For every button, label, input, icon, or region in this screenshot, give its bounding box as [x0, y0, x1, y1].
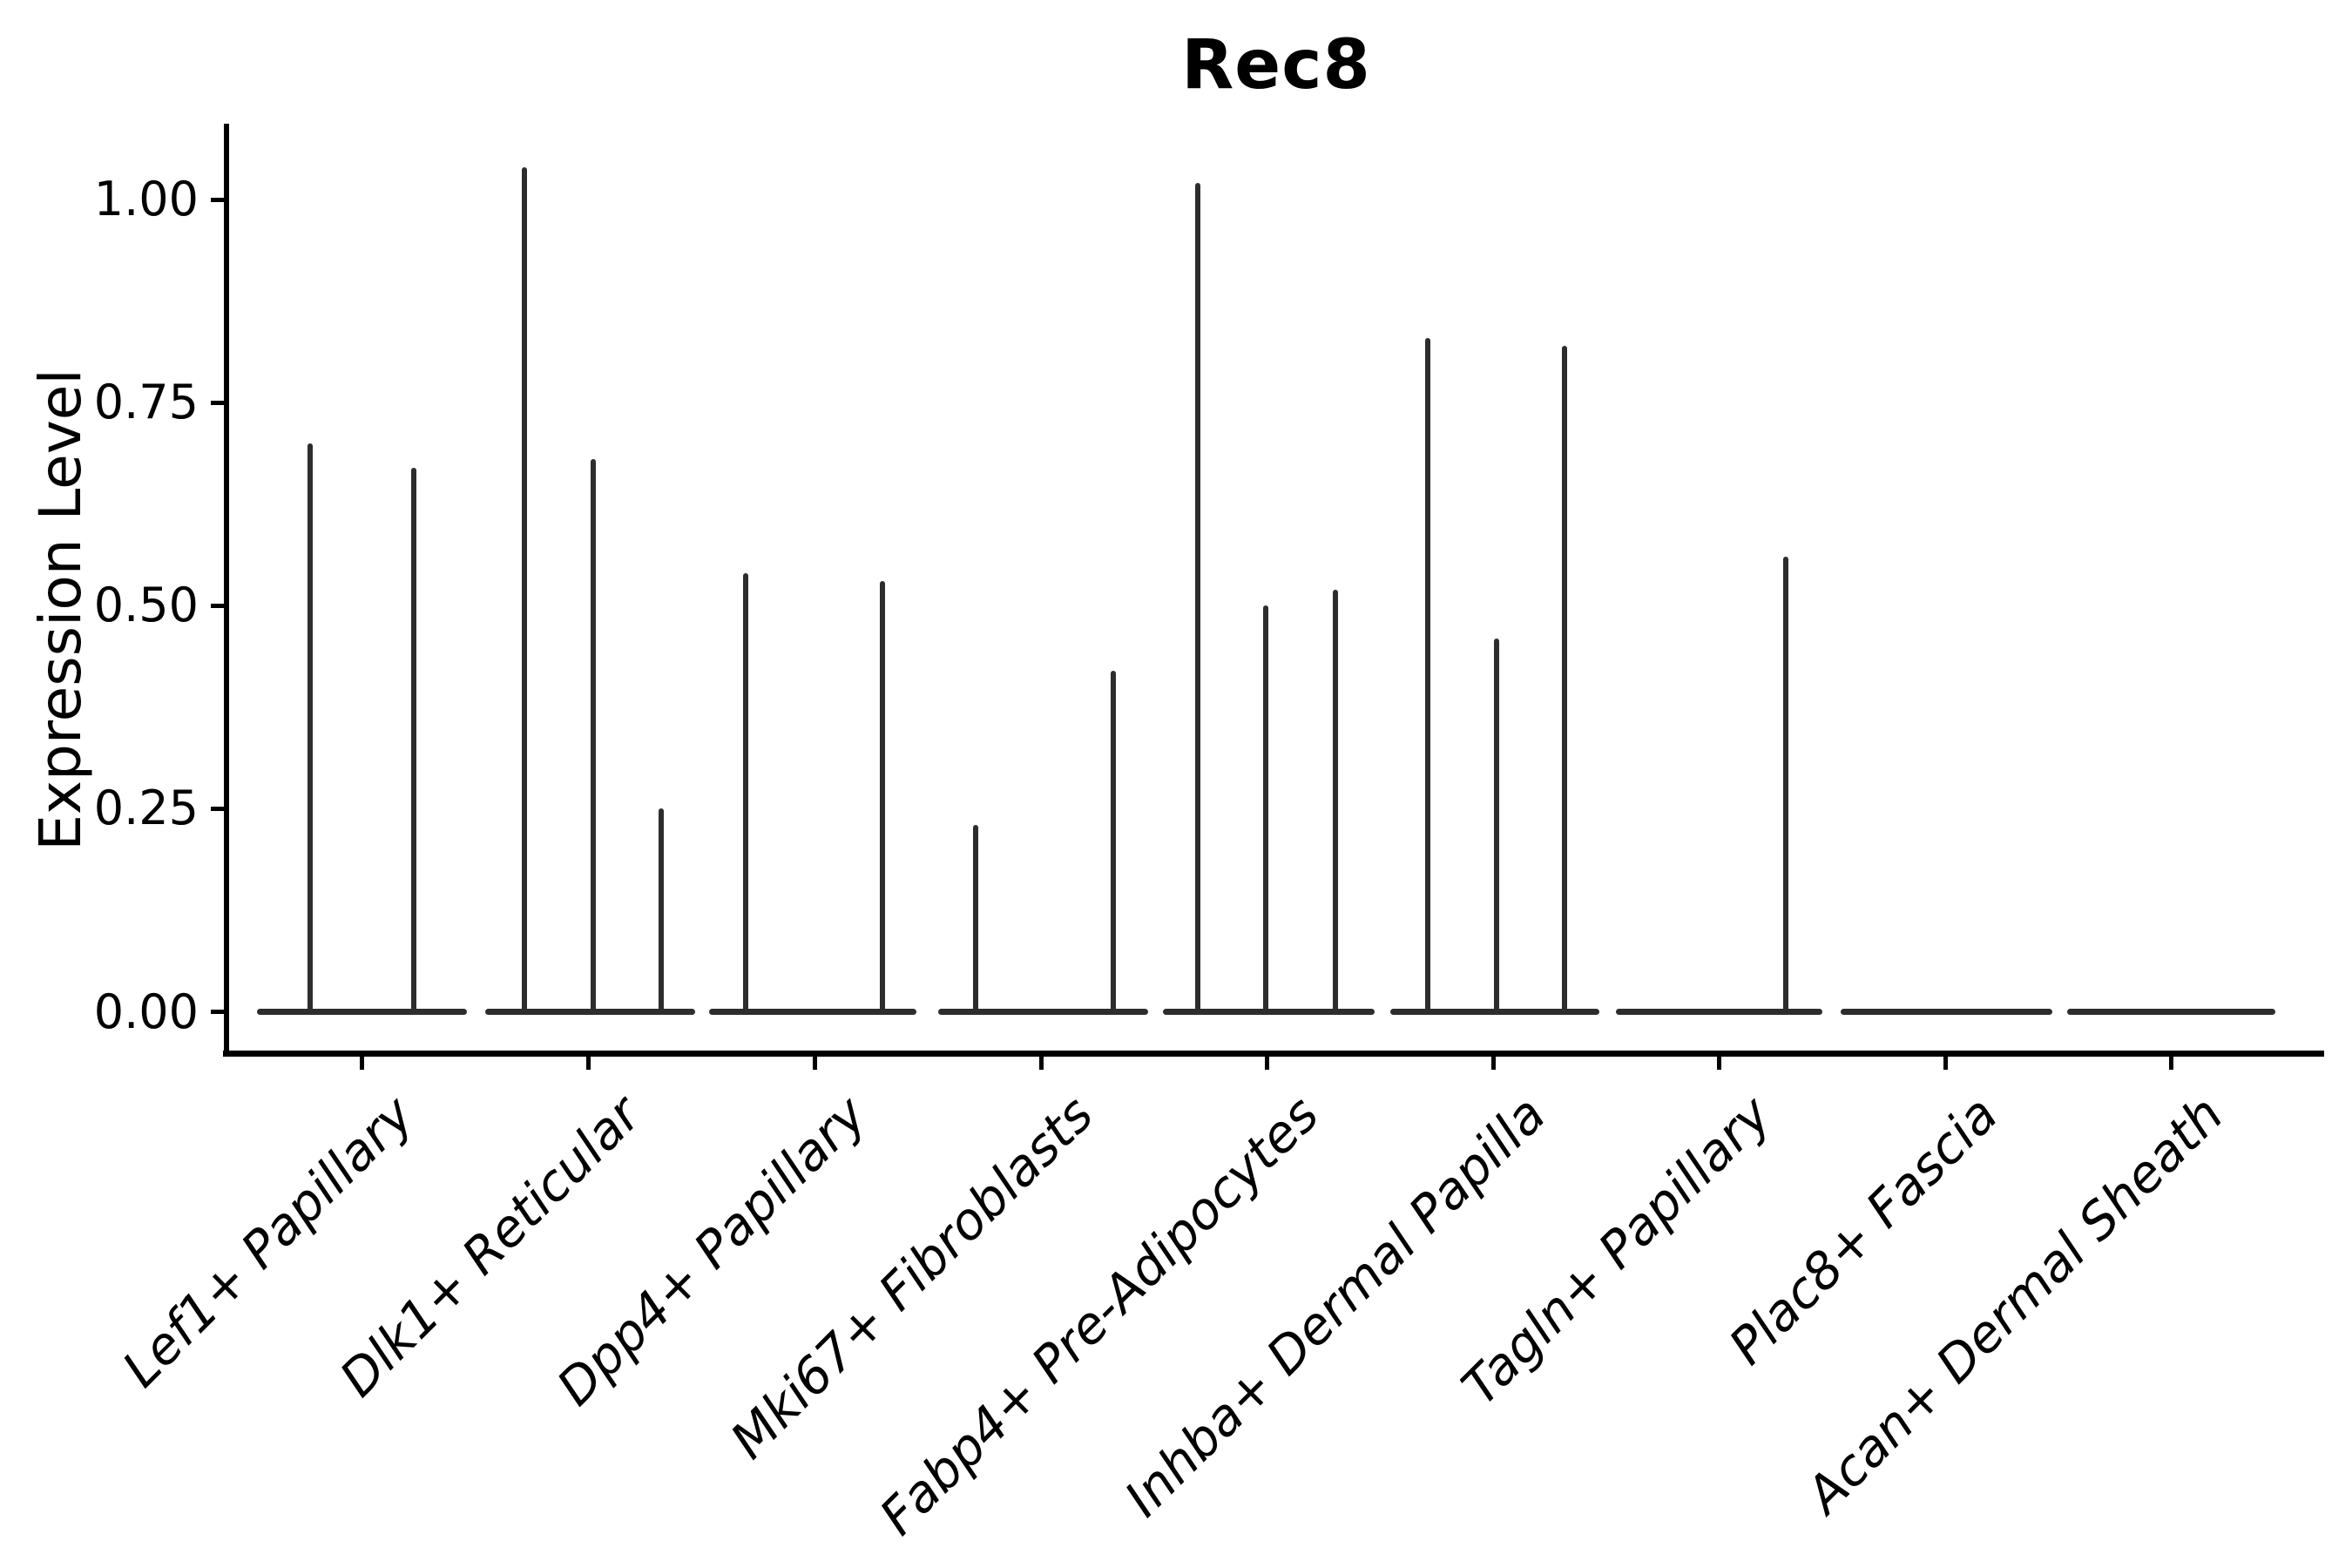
y-tick-label: 0.75	[93, 375, 199, 430]
x-tick-mark	[1716, 1057, 1721, 1070]
violin-spike	[1263, 605, 1268, 1015]
violin-spike	[1425, 337, 1430, 1015]
violin-base	[1616, 1009, 1822, 1015]
y-tick-label: 0.50	[93, 578, 199, 633]
violin-base	[2067, 1009, 2275, 1015]
x-tick-mark	[585, 1057, 591, 1070]
violin-base	[1163, 1009, 1375, 1015]
violin-spike	[659, 808, 664, 1015]
violin-spike	[522, 166, 527, 1015]
x-axis-spine	[223, 1051, 2324, 1057]
y-tick-mark	[211, 400, 224, 405]
x-tick-mark	[1490, 1057, 1496, 1070]
y-tick-mark	[211, 197, 224, 202]
violin-base	[709, 1009, 916, 1015]
violin-spike	[743, 572, 748, 1015]
violin-spike	[973, 825, 978, 1015]
y-tick-label: 1.00	[93, 172, 199, 226]
x-tick-mark	[1943, 1057, 1948, 1070]
y-tick-label: 0.00	[93, 983, 199, 1039]
x-tick-label-9: Acan+ Dermal Sheath	[1794, 1085, 2235, 1524]
violin-base	[1841, 1009, 2052, 1015]
y-tick-mark	[211, 1010, 224, 1014]
y-tick-mark	[211, 603, 224, 608]
x-tick-label-6: Inhba+ Dermal Papilla	[1112, 1085, 1558, 1529]
x-tick-mark	[2168, 1057, 2173, 1070]
violin-spike	[1494, 638, 1499, 1015]
violin-spike	[411, 467, 416, 1015]
x-tick-mark	[359, 1057, 364, 1070]
violin-base	[485, 1009, 695, 1015]
violin-spike	[1783, 557, 1788, 1015]
violin-spike	[1111, 670, 1116, 1015]
violin-spike	[1195, 183, 1200, 1015]
x-tick-label-5: Fabp4+ Pre-Adipocytes	[868, 1085, 1331, 1547]
x-tick-mark	[812, 1057, 817, 1070]
violin-spike	[1333, 589, 1338, 1015]
violin-spike	[308, 443, 313, 1015]
x-tick-mark	[1264, 1057, 1269, 1070]
violin-spike	[880, 581, 885, 1015]
y-axis-spine	[224, 124, 229, 1057]
violin-base	[938, 1009, 1148, 1015]
violin-base	[257, 1009, 467, 1015]
chart-title: Rec8	[1181, 26, 1371, 105]
violin-spike	[591, 459, 596, 1015]
y-tick-mark	[211, 806, 224, 811]
y-tick-label: 0.25	[93, 781, 199, 836]
x-tick-mark	[1038, 1057, 1044, 1070]
violin-spike	[1562, 345, 1567, 1015]
